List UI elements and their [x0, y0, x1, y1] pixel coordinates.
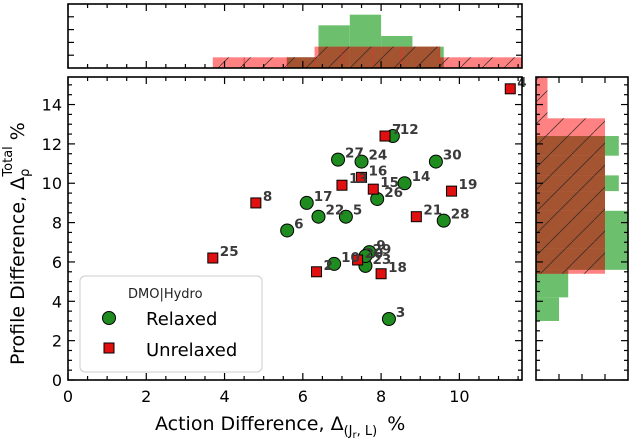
top-hist-hatch — [341, 46, 374, 68]
point-label: 7 — [392, 122, 401, 138]
top-hist-hatch — [400, 46, 440, 68]
relaxed-point — [338, 209, 353, 224]
point-label: 24 — [369, 148, 388, 164]
unrelaxed-point — [504, 83, 516, 95]
x-tick-label: 0 — [63, 387, 73, 406]
point-label: 25 — [220, 244, 239, 260]
legend-relaxed-label: Relaxed — [146, 309, 217, 330]
point-label: 23 — [372, 252, 391, 268]
relaxed-point — [327, 256, 342, 271]
right-histogram — [535, 76, 629, 381]
y-tick-label: 0 — [52, 371, 62, 390]
legend-unrelaxed-label: Unrelaxed — [146, 340, 237, 361]
top-hist-hatch — [287, 57, 315, 68]
right-hist-hatch — [536, 100, 548, 119]
unrelaxed-point — [250, 197, 262, 209]
right-hist-relaxed-bar — [536, 269, 569, 298]
relaxed-point — [299, 195, 314, 210]
relaxed-point — [397, 176, 412, 191]
point-label: 27 — [345, 146, 364, 162]
top-hist-hatch — [373, 46, 401, 68]
x-tick-label: 6 — [298, 387, 308, 406]
y-tick-label: 8 — [52, 214, 62, 233]
legend-box — [79, 275, 263, 373]
unrelaxed-point — [311, 266, 323, 278]
relaxed-point — [381, 312, 396, 327]
point-label: 9 — [376, 238, 385, 254]
point-label: 3 — [396, 305, 405, 321]
point-label: 5 — [353, 203, 362, 219]
point-label: 14 — [412, 169, 431, 185]
scatter-frame — [67, 76, 523, 381]
point-label: 28 — [451, 207, 470, 223]
point-label: 12 — [400, 122, 419, 138]
point-label: 2 — [324, 258, 333, 274]
unrelaxed-point — [379, 130, 391, 142]
point-label: 17 — [314, 189, 333, 205]
right-hist-hatch — [536, 169, 605, 198]
top-histogram — [67, 3, 523, 69]
point-label: 21 — [423, 203, 442, 219]
point-label: 19 — [459, 177, 478, 193]
unrelaxed-point — [207, 252, 219, 264]
point-label: 6 — [294, 216, 303, 232]
point-label: 29 — [372, 242, 391, 258]
top-hist-hatch — [314, 46, 342, 68]
point-label: 8 — [263, 189, 272, 205]
point-label: 18 — [388, 260, 407, 276]
y-tick-label: 4 — [52, 292, 62, 311]
right-hist-hatch — [536, 118, 605, 170]
legend-relaxed-marker — [102, 311, 116, 325]
x-tick-label: 10 — [449, 387, 469, 406]
legend: DMO|Hydro Relaxed Unrelaxed — [79, 275, 263, 373]
point-label: 20 — [365, 246, 384, 262]
point-label: 30 — [443, 148, 462, 164]
unrelaxed-point — [356, 171, 368, 183]
top-hist-hatch — [244, 57, 288, 68]
y-tick-label: 14 — [42, 96, 62, 115]
unrelaxed-point — [446, 185, 458, 197]
y-tick-label: 12 — [42, 135, 62, 154]
top-hist-hatch — [212, 57, 245, 68]
unrelaxed-point — [352, 254, 364, 266]
point-label: 16 — [369, 163, 388, 179]
top-histogram-frame — [67, 3, 523, 69]
point-label: 22 — [325, 203, 344, 219]
unrelaxed-point — [367, 183, 379, 195]
y-tick-label: 10 — [42, 174, 62, 193]
relaxed-point — [311, 209, 326, 224]
right-hist-hatch — [536, 197, 605, 249]
legend-title: DMO|Hydro — [128, 287, 203, 302]
unrelaxed-point — [336, 179, 348, 191]
relaxed-point — [428, 154, 443, 169]
x-tick-label: 8 — [376, 387, 386, 406]
point-label: 10 — [341, 250, 360, 266]
point-label: 15 — [380, 175, 399, 191]
unrelaxed-point — [375, 268, 387, 280]
point-label: 26 — [384, 185, 403, 201]
relaxed-point — [331, 152, 346, 167]
y-axis-title: Profile Difference, ΔρTotal% — [1, 122, 33, 365]
relaxed-point — [354, 154, 369, 169]
x-tick-label: 2 — [141, 387, 151, 406]
relaxed-point — [436, 213, 451, 228]
right-hist-relaxed-bar — [536, 297, 559, 321]
point-label: 13 — [349, 171, 368, 187]
right-hist-hatch — [536, 77, 548, 101]
x-axis-title: Action Difference, Δ(Jr, L)% — [155, 413, 405, 438]
relaxed-point — [280, 223, 295, 238]
unrelaxed-point — [410, 211, 422, 223]
y-tick-label: 2 — [52, 332, 62, 351]
legend-unrelaxed-marker — [103, 342, 115, 354]
right-hist-hatch — [536, 248, 605, 274]
y-tick-label: 6 — [52, 253, 62, 272]
x-tick-label: 4 — [219, 387, 229, 406]
top-hist-hatch — [439, 57, 522, 68]
